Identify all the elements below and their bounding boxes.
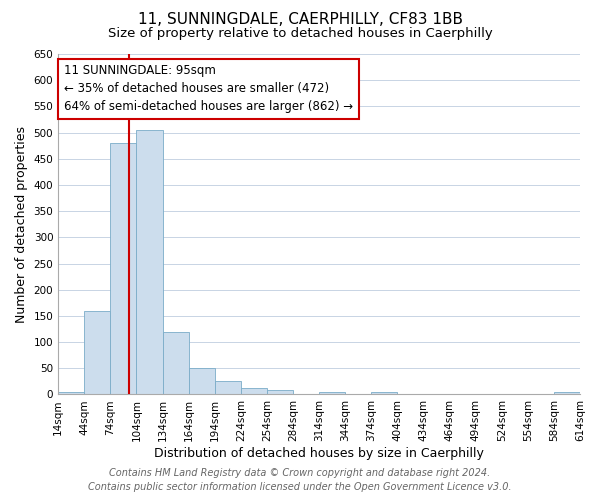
- Bar: [371, 392, 397, 394]
- Bar: [188, 368, 215, 394]
- Text: 11 SUNNINGDALE: 95sqm
← 35% of detached houses are smaller (472)
64% of semi-det: 11 SUNNINGDALE: 95sqm ← 35% of detached …: [64, 64, 353, 114]
- Bar: [215, 382, 241, 394]
- Text: 11, SUNNINGDALE, CAERPHILLY, CF83 1BB: 11, SUNNINGDALE, CAERPHILLY, CF83 1BB: [137, 12, 463, 28]
- Text: Size of property relative to detached houses in Caerphilly: Size of property relative to detached ho…: [107, 28, 493, 40]
- Bar: [319, 392, 345, 394]
- Bar: [163, 332, 188, 394]
- Text: Contains HM Land Registry data © Crown copyright and database right 2024.
Contai: Contains HM Land Registry data © Crown c…: [88, 468, 512, 492]
- Bar: [84, 310, 110, 394]
- Bar: [110, 143, 136, 395]
- Y-axis label: Number of detached properties: Number of detached properties: [15, 126, 28, 322]
- Bar: [58, 392, 84, 394]
- X-axis label: Distribution of detached houses by size in Caerphilly: Distribution of detached houses by size …: [154, 447, 484, 460]
- Bar: [554, 392, 580, 394]
- Bar: [136, 130, 163, 394]
- Bar: [241, 388, 267, 394]
- Bar: [267, 390, 293, 394]
